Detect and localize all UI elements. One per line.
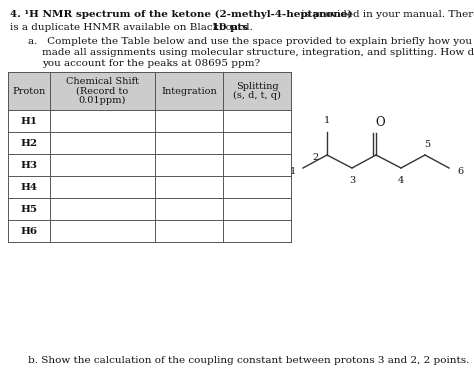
Text: H4: H4 — [20, 182, 37, 192]
Text: 3: 3 — [349, 176, 355, 185]
Bar — [8, 72, 291, 110]
Text: H1: H1 — [20, 116, 37, 125]
Text: 4: 4 — [398, 176, 404, 185]
Text: 6: 6 — [457, 168, 463, 177]
Text: H6: H6 — [20, 227, 37, 236]
Text: 0.01ppm): 0.01ppm) — [79, 95, 126, 104]
Text: Splitting: Splitting — [236, 82, 278, 91]
Text: O: O — [375, 116, 385, 129]
Text: you account for the peaks at 08695 ppm?: you account for the peaks at 08695 ppm? — [42, 59, 260, 68]
Text: Chemical Shift: Chemical Shift — [66, 78, 139, 87]
Text: H2: H2 — [20, 139, 37, 147]
Text: Proton: Proton — [12, 87, 46, 95]
Text: a.   Complete the Table below and use the space provided to explain briefly how : a. Complete the Table below and use the … — [28, 37, 472, 46]
Text: is a duplicate HNMR available on Blackboard.: is a duplicate HNMR available on Blackbo… — [10, 23, 256, 32]
Text: 2: 2 — [313, 152, 319, 161]
Text: made all assignments using molecular structure, integration, and splitting. How : made all assignments using molecular str… — [42, 48, 474, 57]
Text: 5: 5 — [424, 140, 430, 149]
Text: 10 pts: 10 pts — [212, 23, 248, 32]
Text: (Record to: (Record to — [76, 87, 128, 95]
Text: is provided in your manual. There: is provided in your manual. There — [298, 10, 474, 19]
Text: 1: 1 — [324, 116, 330, 125]
Text: H3: H3 — [20, 161, 37, 170]
Text: Integration: Integration — [161, 87, 217, 95]
Text: 4. ¹H NMR spectrum of the ketone (2-methyl-4-heptanone): 4. ¹H NMR spectrum of the ketone (2-meth… — [10, 10, 352, 19]
Text: 1: 1 — [290, 168, 296, 177]
Text: b. Show the calculation of the coupling constant between protons 3 and 2, 2 poin: b. Show the calculation of the coupling … — [28, 356, 469, 365]
Text: (s, d, t, q): (s, d, t, q) — [233, 91, 281, 100]
Text: H5: H5 — [20, 204, 37, 213]
